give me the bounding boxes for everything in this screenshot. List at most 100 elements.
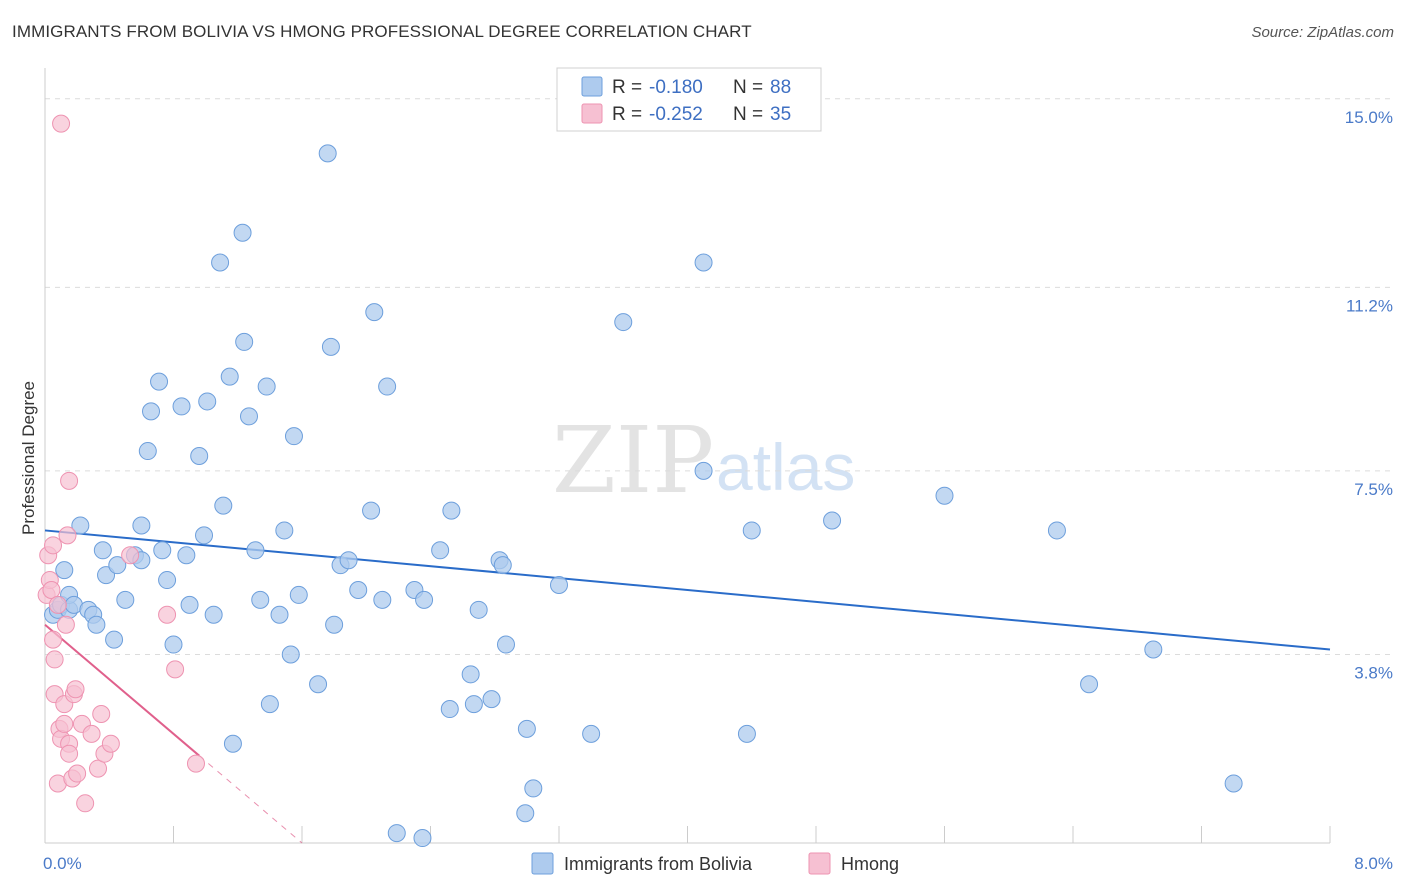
data-point-bolivia bbox=[275, 521, 294, 540]
data-point-bolivia bbox=[211, 253, 230, 272]
data-point-bolivia bbox=[362, 501, 381, 520]
trend-line-bolivia-solid bbox=[44, 529, 1331, 651]
trend-line-hmong-solid bbox=[44, 623, 200, 757]
data-point-hmong bbox=[186, 754, 205, 773]
series-hmong-points bbox=[37, 114, 205, 813]
data-point-bolivia bbox=[164, 635, 183, 654]
bottom-legend-label-bolivia: Immigrants from Bolivia bbox=[564, 854, 753, 874]
data-point-bolivia bbox=[284, 427, 303, 446]
x-tick-label: 0.0% bbox=[43, 854, 82, 873]
trend-line-bolivia bbox=[44, 529, 1331, 651]
gridlines bbox=[45, 98, 1392, 655]
data-point-bolivia bbox=[55, 561, 74, 580]
data-point-hmong bbox=[101, 734, 120, 753]
data-point-bolivia bbox=[289, 585, 308, 604]
data-point-bolivia bbox=[387, 824, 406, 843]
y-tick-label: 11.2% bbox=[1346, 296, 1393, 315]
data-point-bolivia bbox=[823, 511, 842, 530]
legend-n-label-hmong: N = bbox=[733, 104, 763, 125]
data-point-bolivia bbox=[614, 313, 633, 332]
series-legend: Immigrants from Bolivia Hmong bbox=[531, 852, 899, 875]
data-point-bolivia bbox=[142, 402, 161, 421]
data-point-bolivia bbox=[198, 392, 217, 411]
data-point-bolivia bbox=[935, 486, 954, 505]
source-credit: Source: ZipAtlas.com bbox=[1251, 24, 1394, 41]
data-point-bolivia bbox=[413, 829, 432, 848]
data-point-hmong bbox=[76, 794, 95, 813]
data-point-bolivia bbox=[1144, 640, 1163, 659]
data-point-bolivia bbox=[220, 367, 239, 386]
series-bolivia-points bbox=[44, 144, 1243, 848]
data-point-bolivia bbox=[461, 665, 480, 684]
data-point-bolivia bbox=[415, 590, 434, 609]
data-point-hmong bbox=[52, 114, 71, 133]
data-point-hmong bbox=[56, 615, 75, 634]
data-point-hmong bbox=[42, 580, 61, 599]
data-point-bolivia bbox=[442, 501, 461, 520]
data-point-hmong bbox=[44, 536, 63, 555]
data-point-bolivia bbox=[251, 590, 270, 609]
data-point-hmong bbox=[166, 660, 185, 679]
watermark-atlas: atlas bbox=[716, 430, 855, 504]
data-point-bolivia bbox=[108, 556, 127, 575]
data-point-bolivia bbox=[431, 541, 450, 560]
data-point-bolivia bbox=[223, 734, 242, 753]
x-tick-label: 8.0% bbox=[1354, 854, 1393, 873]
correlation-legend: R = -0.180 N = 88 R = -0.252 N = 35 bbox=[556, 67, 822, 132]
legend-swatch-bolivia bbox=[581, 76, 603, 97]
watermark-zip: ZIP bbox=[552, 407, 714, 514]
data-point-hmong bbox=[58, 526, 77, 545]
data-point-bolivia bbox=[87, 615, 106, 634]
data-point-hmong bbox=[68, 764, 87, 783]
data-point-hmong bbox=[55, 714, 74, 733]
legend-n-label-bolivia: N = bbox=[733, 77, 763, 98]
data-point-bolivia bbox=[71, 516, 90, 535]
trend-line-hmong-dashed bbox=[198, 755, 303, 844]
data-point-bolivia bbox=[469, 600, 488, 619]
y-tick-label: 7.5% bbox=[1354, 480, 1393, 499]
data-point-hmong bbox=[48, 595, 67, 614]
data-point-bolivia bbox=[378, 377, 397, 396]
data-point-bolivia bbox=[321, 337, 340, 356]
data-point-bolivia bbox=[246, 541, 265, 560]
data-point-hmong bbox=[44, 630, 63, 649]
data-point-bolivia bbox=[1224, 774, 1243, 793]
data-point-bolivia bbox=[172, 397, 191, 416]
data-point-bolivia bbox=[496, 635, 515, 654]
data-point-hmong bbox=[92, 705, 111, 724]
data-point-bolivia bbox=[1080, 675, 1099, 694]
data-point-bolivia bbox=[239, 407, 258, 426]
data-point-bolivia bbox=[281, 645, 300, 664]
data-point-bolivia bbox=[97, 566, 116, 585]
data-point-hmong bbox=[45, 650, 64, 669]
bottom-legend-swatch-bolivia bbox=[531, 852, 554, 875]
legend-r-value-hmong: -0.252 bbox=[649, 104, 703, 125]
data-point-bolivia bbox=[260, 695, 279, 714]
data-point-bolivia bbox=[105, 630, 124, 649]
data-point-hmong bbox=[89, 759, 108, 778]
y-tick-labels: 3.8% 7.5% 11.2% 15.0% bbox=[1345, 108, 1393, 683]
legend-n-value-bolivia: 88 bbox=[770, 77, 791, 98]
data-point-bolivia bbox=[180, 595, 199, 614]
data-point-bolivia bbox=[349, 580, 368, 599]
data-point-bolivia bbox=[195, 526, 214, 545]
legend-r-label-hmong: R = bbox=[612, 104, 642, 125]
data-point-bolivia bbox=[440, 700, 459, 719]
axes bbox=[44, 68, 1331, 844]
data-point-bolivia bbox=[582, 724, 601, 743]
data-point-bolivia bbox=[116, 590, 135, 609]
data-point-bolivia bbox=[694, 253, 713, 272]
data-point-hmong bbox=[82, 724, 101, 743]
data-point-bolivia bbox=[177, 546, 196, 565]
data-point-bolivia bbox=[150, 372, 169, 391]
data-point-bolivia bbox=[524, 779, 543, 798]
data-point-bolivia bbox=[270, 605, 289, 624]
data-point-bolivia bbox=[365, 303, 384, 322]
data-point-bolivia bbox=[373, 590, 392, 609]
data-point-bolivia bbox=[339, 551, 358, 570]
bottom-legend-label-hmong: Hmong bbox=[841, 854, 899, 874]
bottom-legend-swatch-hmong bbox=[808, 852, 831, 875]
data-point-bolivia bbox=[153, 541, 172, 560]
data-point-bolivia bbox=[325, 615, 344, 634]
